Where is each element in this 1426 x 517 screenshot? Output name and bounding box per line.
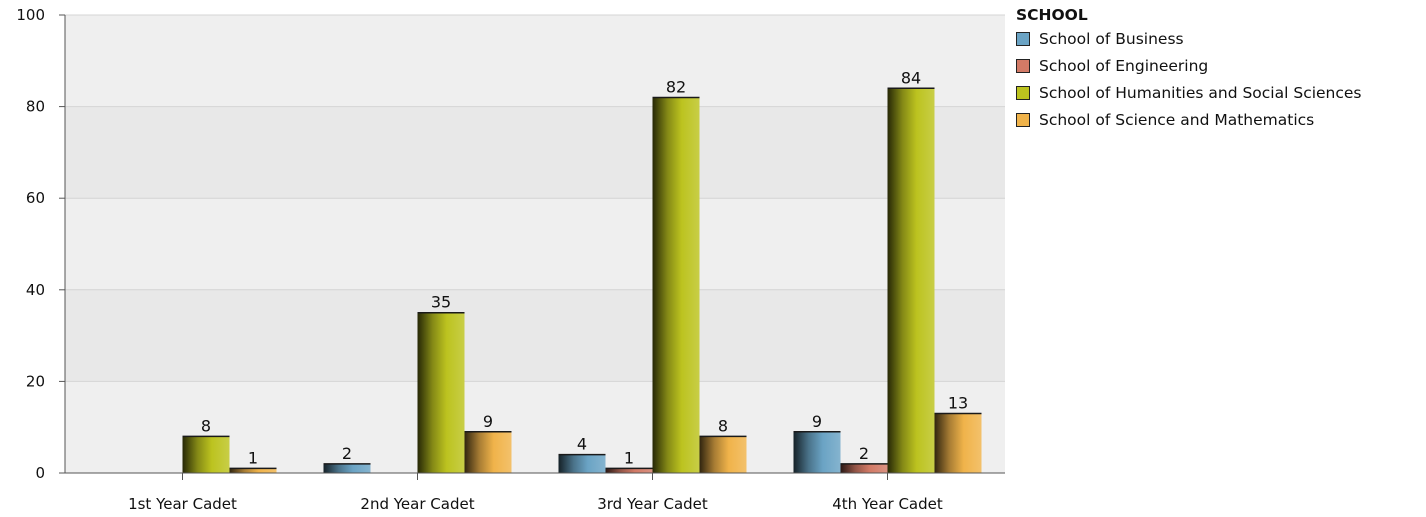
x-tick-label: 1st Year Cadet <box>128 495 237 513</box>
bars <box>182 87 982 473</box>
data-label: 9 <box>483 412 493 431</box>
bar <box>840 463 888 473</box>
legend-swatch <box>1016 58 1030 73</box>
data-label: 13 <box>948 393 968 412</box>
plot-band <box>65 289 1005 382</box>
plot-band <box>65 15 1005 107</box>
bar <box>323 463 371 473</box>
x-tick-label: 3rd Year Cadet <box>597 495 708 513</box>
plot-band <box>65 106 1005 199</box>
data-label: 4 <box>577 435 587 454</box>
legend-item: School of Engineering <box>1016 52 1362 79</box>
bar <box>934 413 982 473</box>
legend-label: School of Business <box>1039 29 1184 48</box>
bar <box>417 312 465 473</box>
bar <box>652 97 700 473</box>
legend-label: School of Science and Mathematics <box>1039 110 1315 129</box>
bar <box>464 431 512 473</box>
data-label: 8 <box>201 416 211 435</box>
legend-swatch <box>1016 112 1030 127</box>
data-labels: 8 1 2 35 9 4 1 82 8 9 2 84 13 <box>201 68 968 467</box>
legend-item: School of Humanities and Social Sciences <box>1016 79 1362 106</box>
data-label: 1 <box>248 448 258 467</box>
y-tick-label: 40 <box>26 281 45 299</box>
legend-item: School of Science and Mathematics <box>1016 106 1362 133</box>
data-label: 2 <box>859 444 869 463</box>
y-tick-label: 20 <box>26 372 45 390</box>
plot-background <box>65 15 1005 473</box>
data-label: 35 <box>431 293 451 312</box>
y-tick-label: 0 <box>35 464 45 482</box>
legend-item: School of Business <box>1016 25 1362 52</box>
bar <box>229 468 277 473</box>
plot-band <box>65 198 1005 290</box>
bar <box>793 431 841 473</box>
x-tick-label: 2nd Year Cadet <box>360 495 474 513</box>
data-label: 1 <box>624 448 634 467</box>
legend-label: School of Engineering <box>1039 56 1209 75</box>
bar <box>887 88 935 473</box>
legend-swatch <box>1016 31 1030 46</box>
bar <box>558 454 606 473</box>
legend: SCHOOL School of Business School of Engin… <box>1016 6 1362 133</box>
data-label: 2 <box>342 444 352 463</box>
bar <box>699 436 747 473</box>
x-axis-ticks: 1st Year Cadet 2nd Year Cadet 3rd Year Cad… <box>128 473 943 513</box>
legend-label: School of Humanities and Social Sciences <box>1039 83 1362 102</box>
data-label: 84 <box>901 68 921 87</box>
legend-swatch <box>1016 85 1030 100</box>
bar <box>605 468 653 473</box>
y-tick-label: 100 <box>16 6 45 24</box>
bar <box>182 436 230 473</box>
y-tick-label: 60 <box>26 189 45 207</box>
axes <box>64 15 1005 474</box>
data-label: 8 <box>718 416 728 435</box>
y-axis-ticks: 0 20 40 60 80 100 <box>16 6 65 482</box>
y-tick-label: 80 <box>26 98 45 116</box>
data-label: 9 <box>812 412 822 431</box>
x-tick-label: 4th Year Cadet <box>832 495 943 513</box>
data-label: 82 <box>666 77 686 96</box>
grid-lines <box>65 14 1005 382</box>
legend-title: SCHOOL <box>1016 6 1088 24</box>
